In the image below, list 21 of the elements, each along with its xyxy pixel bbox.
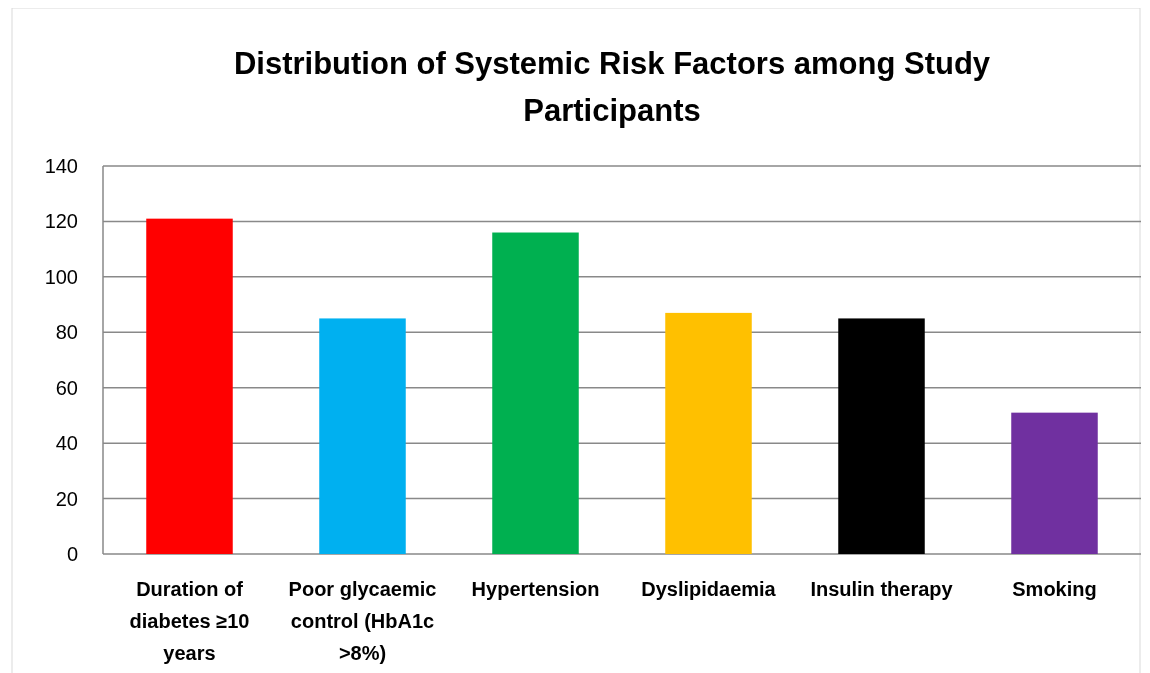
bar xyxy=(838,318,925,554)
y-tick-label: 40 xyxy=(55,432,78,455)
y-tick-label: 140 xyxy=(44,155,78,177)
y-tick-label: 120 xyxy=(44,210,78,233)
x-tick-label: Duration of diabetes ≥10 years xyxy=(129,578,250,664)
bar xyxy=(146,218,233,554)
y-tick-label: 20 xyxy=(55,487,78,510)
x-tick-label: Insulin therapy xyxy=(810,578,954,600)
chart-title: Distribution of Systemic Risk Factors among Study Participants xyxy=(233,46,991,128)
x-tick-label: Dyslipidaemia xyxy=(641,578,777,600)
y-tick-label: 60 xyxy=(55,376,78,399)
y-tick-label: 100 xyxy=(44,265,78,288)
bar xyxy=(665,312,752,554)
y-tick-label: 0 xyxy=(66,543,78,565)
x-tick-label: Smoking xyxy=(1012,578,1097,600)
y-tick-label: 80 xyxy=(55,321,78,344)
bar xyxy=(1011,412,1098,554)
x-tick-label: Poor glycaemic control (HbA1c >8%) xyxy=(288,578,437,664)
bar xyxy=(319,318,406,554)
bar xyxy=(492,232,579,554)
x-tick-label: Hypertension xyxy=(471,578,600,600)
